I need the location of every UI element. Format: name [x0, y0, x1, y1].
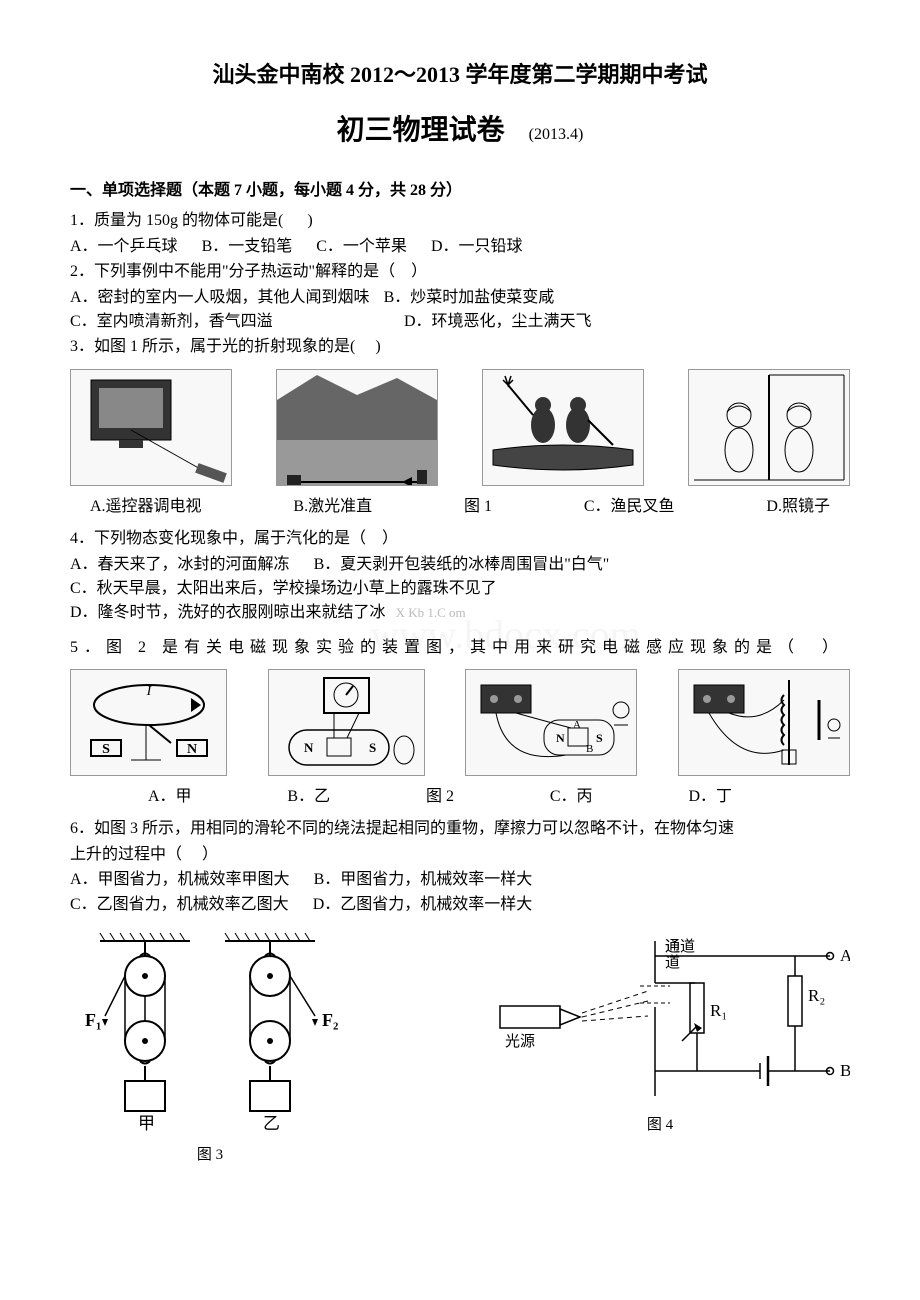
svg-text:I: I — [146, 684, 153, 699]
q3-figure-a — [70, 369, 232, 486]
q2-option-d: D．环境恶化，尘土满天飞 — [404, 311, 592, 333]
pulley-jia-label: 甲 — [138, 1114, 155, 1133]
question-6-options-row1: A．甲图省力，机械效率甲图大 B．甲图省力，机械效率一样大 — [70, 869, 850, 891]
figure-3-label: 图 3 — [197, 1145, 223, 1166]
q4-option-d-row: D．隆冬时节，洗好的衣服刚晾出来就结了冰 X Kb 1.C om — [70, 602, 850, 624]
q3-caption-c: C．渔民叉鱼 — [584, 496, 675, 518]
q6-option-d: D．乙图省力，机械效率一样大 — [313, 894, 533, 916]
q1-option-c: C．一个苹果 — [316, 236, 407, 258]
q2-option-c: C．室内喷清新剂，香气四溢 — [70, 311, 380, 333]
question-2-options-row1: A．密封的室内一人吸烟，其他人闻到烟味 B．炒菜时加盐使菜变咸 — [70, 287, 850, 309]
q3-figure-d — [688, 369, 850, 486]
sub-title: 初三物理试卷 — [337, 111, 505, 150]
question-1-text: 1．质量为 150g 的物体可能是( ) — [70, 210, 850, 232]
terminal-a-label: A — [840, 946, 850, 965]
q5-figure-a: I S N — [70, 669, 227, 776]
subtitle-row: 初三物理试卷 (2013.4) — [70, 111, 850, 150]
laser-figure — [276, 369, 438, 486]
q1-option-b: B．一支铅笔 — [202, 236, 293, 258]
q4-option-a: A．春天来了，冰封的河面解冻 — [70, 554, 290, 576]
q3-figure-row — [70, 369, 850, 486]
pulley-yi-label: 乙 — [263, 1114, 280, 1133]
q1-option-a: A．一个乒乓球 — [70, 236, 178, 258]
section-1-header: 一、单项选择题（本题 7 小题，每小题 4 分，共 28 分） — [70, 180, 850, 202]
question-5-text: 5．图 2 是有关电磁现象实验的装置图，其中用来研究电磁感应现象的是（ ） — [70, 637, 850, 659]
svg-text:A: A — [573, 719, 581, 731]
q5-caption-c: C．丙 — [550, 786, 593, 808]
question-4-options-row1: A．春天来了，冰封的河面解冻 B．夏天剥开包装纸的冰棒周围冒出"白气" — [70, 554, 850, 576]
f2-label: F₂ — [322, 1010, 338, 1030]
q3-fig-label: 图 1 — [464, 496, 492, 518]
question-2-text: 2．下列事例中不能用"分子热运动"解释的是（ ） — [70, 261, 850, 283]
q5-figure-b: N S — [268, 669, 425, 776]
svg-text:N: N — [304, 740, 314, 755]
em-figure-ding — [678, 669, 850, 776]
question-2-options-row2: C．室内喷清新剂，香气四溢 D．环境恶化，尘土满天飞 — [70, 311, 850, 333]
figure-3-pulleys: F₁ 甲 F₂ — [70, 931, 350, 1166]
guangyuan-label: 光源 — [505, 1033, 535, 1050]
fisherman-figure — [482, 369, 644, 486]
q6-option-a: A．甲图省力，机械效率甲图大 — [70, 869, 290, 891]
q5-figure-d — [678, 669, 850, 776]
q4-option-c: C．秋天早晨，太阳出来后，学校操场边小草上的露珠不见了 — [70, 578, 850, 600]
svg-text:S: S — [596, 731, 603, 745]
q5-figure-c: N S A B — [465, 669, 637, 776]
q4-option-b: B．夏天剥开包装纸的冰棒周围冒出"白气" — [314, 554, 610, 576]
f1-label: F₁ — [85, 1010, 101, 1030]
svg-text:B: B — [586, 743, 593, 755]
svg-text:S: S — [369, 740, 376, 755]
question-3-text: 3．如图 1 所示，属于光的折射现象的是( ) — [70, 336, 850, 358]
em-figure-jia: I S N — [70, 669, 227, 776]
q5-caption-d: D．丁 — [688, 786, 732, 808]
q5-figure-row: I S N N S N — [70, 669, 850, 776]
terminal-b-label: B — [840, 1061, 850, 1080]
q2-option-a: A．密封的室内一人吸烟，其他人闻到烟味 — [70, 287, 370, 309]
q6-option-b: B．甲图省力，机械效率一样大 — [314, 869, 533, 891]
q3-caption-row: A.遥控器调电视 B.激光准直 图 1 C．渔民叉鱼 D.照镜子 — [70, 496, 850, 518]
q4-option-d: D．隆冬时节，洗好的衣服刚晾出来就结了冰 — [70, 604, 386, 621]
circuit-svg: 通道 道 通 光源 R₁ A — [470, 931, 850, 1111]
figure-4-circuit: 通道 道 通 光源 R₁ A — [470, 931, 850, 1166]
exam-date: (2013.4) — [529, 124, 584, 146]
q1-option-d: D．一只铅球 — [431, 236, 523, 258]
q3-figure-c — [482, 369, 644, 486]
question-6-text1: 6．如图 3 所示，用相同的滑轮不同的绕法提起相同的重物，摩擦力可以忽略不计，在… — [70, 818, 850, 840]
q5-caption-b: B．乙 — [287, 786, 330, 808]
question-6-text2: 上升的过程中（ ） — [70, 844, 850, 866]
q3-caption-a: A.遥控器调电视 — [90, 496, 202, 518]
main-title: 汕头金中南校 2012～2013 学年度第二学期期中考试 — [70, 60, 850, 91]
tv-remote-figure — [70, 369, 232, 486]
q4-note: X Kb 1.C om — [396, 605, 466, 620]
q6-option-c: C．乙图省力，机械效率乙图大 — [70, 894, 289, 916]
svg-text:通: 通 — [665, 938, 680, 955]
svg-text:N: N — [556, 731, 565, 745]
question-6-options-row2: C．乙图省力，机械效率乙图大 D．乙图省力，机械效率一样大 — [70, 894, 850, 916]
q5-fig-label: 图 2 — [426, 786, 454, 808]
q3-caption-d: D.照镜子 — [766, 496, 830, 518]
q3-figure-b — [276, 369, 438, 486]
svg-text:S: S — [102, 742, 110, 757]
q5-caption-a: A．甲 — [148, 786, 192, 808]
em-figure-bing: N S A B — [465, 669, 637, 776]
r1-label: R₁ — [710, 1001, 727, 1020]
pulley-svg: F₁ 甲 F₂ — [70, 931, 350, 1141]
q2-option-b: B．炒菜时加盐使菜变咸 — [384, 287, 555, 309]
r2-label: R₂ — [808, 986, 825, 1005]
svg-text:N: N — [187, 742, 197, 757]
q5-caption-row: A．甲 B．乙 图 2 C．丙 D．丁 — [70, 786, 850, 808]
mirror-figure — [688, 369, 850, 486]
figure-4-label: 图 4 — [647, 1115, 673, 1136]
em-figure-yi: N S — [268, 669, 425, 776]
bottom-figures-row: F₁ 甲 F₂ — [70, 931, 850, 1166]
question-4-text: 4．下列物态变化现象中，属于汽化的是（ ） — [70, 528, 850, 550]
question-1-options: A．一个乒乓球 B．一支铅笔 C．一个苹果 D．一只铅球 — [70, 236, 850, 258]
q3-caption-b: B.激光准直 — [293, 496, 372, 518]
